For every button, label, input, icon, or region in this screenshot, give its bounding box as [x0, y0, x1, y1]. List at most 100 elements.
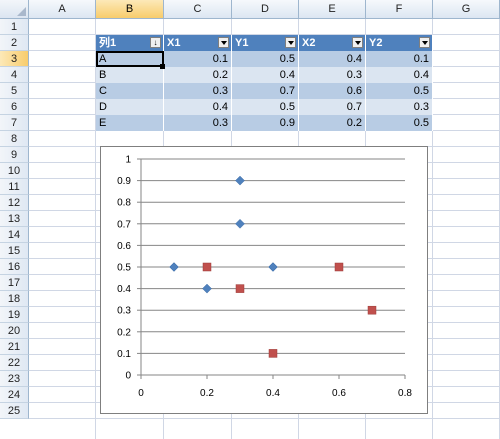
table-cell[interactable]: 0.2	[164, 67, 232, 83]
cell-text: 0.4	[413, 69, 429, 81]
y-tick-label: 0.4	[117, 284, 131, 295]
row-header-16[interactable]: 16	[0, 259, 29, 275]
chart-plot: 0 0.1 0.2 0.3 0.4 0.5 0.6 0.7 0.8 0.9 1 0 0.2 0.4 0.6 0…	[117, 155, 412, 400]
table-cell[interactable]: 0.4	[299, 51, 366, 67]
table-header-cell[interactable]: Y1	[232, 35, 299, 51]
sort-filter-icon[interactable]: ↓	[150, 37, 161, 48]
series-2-point[interactable]	[235, 284, 245, 293]
table-cell[interactable]: D	[96, 99, 164, 115]
fill-handle[interactable]	[160, 64, 165, 69]
table-cell[interactable]: 0.2	[299, 115, 366, 131]
table-cell[interactable]: 0.5	[366, 83, 433, 99]
row-header-9[interactable]: 9	[0, 147, 29, 163]
cell-text: 0.5	[413, 85, 429, 97]
row-header-24[interactable]: 24	[0, 387, 29, 403]
table-row: A 0.1 0.5 0.4 0.1	[96, 51, 433, 67]
table-header-cell[interactable]: X2	[299, 35, 366, 51]
row-header-11[interactable]: 11	[0, 179, 29, 195]
row-header-10[interactable]: 10	[0, 163, 29, 179]
row-header-14[interactable]: 14	[0, 227, 29, 243]
table-row: E 0.3 0.9 0.2 0.5	[96, 115, 433, 131]
series-1-point[interactable]	[235, 218, 245, 229]
column-header-e[interactable]: E	[299, 0, 366, 19]
x-tick-label: 0.4	[266, 388, 280, 399]
table-cell[interactable]: 0.5	[232, 99, 299, 115]
row-header-2[interactable]: 2	[0, 35, 29, 51]
row-header-8[interactable]: 8	[0, 131, 29, 147]
filter-dropdown-icon[interactable]	[218, 37, 229, 48]
column-header-g[interactable]: G	[433, 0, 500, 19]
row-header-22[interactable]: 22	[0, 355, 29, 371]
table-cell[interactable]: 0.5	[366, 115, 433, 131]
row-header-3[interactable]: 3	[0, 51, 29, 67]
table-cell[interactable]: 0.5	[232, 51, 299, 67]
row-header-7[interactable]: 7	[0, 115, 29, 131]
column-header-f[interactable]: F	[366, 0, 433, 19]
series-1-point[interactable]	[169, 262, 179, 272]
series-1-point[interactable]	[268, 262, 278, 272]
series-1-point[interactable]	[202, 283, 212, 294]
row-header-6[interactable]: 6	[0, 99, 29, 115]
table-cell[interactable]: 0.1	[164, 51, 232, 67]
table-cell[interactable]: 0.3	[366, 99, 433, 115]
x-tick-label: 0.2	[200, 388, 214, 399]
row-header-15[interactable]: 15	[0, 243, 29, 259]
table-cell[interactable]: 0.9	[232, 115, 299, 131]
table-cell[interactable]: 0.4	[232, 67, 299, 83]
column-header-a[interactable]: A	[29, 0, 96, 19]
series-2-point[interactable]	[334, 262, 344, 272]
table-cell[interactable]: C	[96, 83, 164, 99]
row-header-19[interactable]: 19	[0, 307, 29, 323]
series-2-point[interactable]	[268, 349, 278, 358]
filter-dropdown-icon[interactable]	[352, 37, 363, 48]
table-cell[interactable]: A	[96, 51, 164, 67]
table-cell[interactable]: 0.3	[164, 83, 232, 99]
table-cell[interactable]: 0.3	[299, 67, 366, 83]
table-cell[interactable]: 0.7	[232, 83, 299, 99]
table-cell[interactable]: 0.3	[164, 115, 232, 131]
scatter-chart[interactable]: 0 0.1 0.2 0.3 0.4 0.5 0.6 0.7 0.8 0.9 1 0 0.2 0.4 0.6 0…	[100, 146, 428, 414]
series-2-point[interactable]	[202, 262, 212, 272]
row-header-20[interactable]: 20	[0, 323, 29, 339]
table-cell[interactable]: 0.1	[366, 51, 433, 67]
row-header-25[interactable]: 25	[0, 403, 29, 419]
x-tick-label: 0.6	[332, 388, 346, 399]
table-cell[interactable]: 0.4	[366, 67, 433, 83]
x-tick-label: 0.8	[398, 388, 412, 399]
row-header-13[interactable]: 13	[0, 211, 29, 227]
table-header-cell[interactable]: Y2	[366, 35, 433, 51]
column-header-b[interactable]: B	[96, 0, 164, 19]
grid-row-line	[29, 34, 500, 35]
cell-text: 0.4	[279, 69, 295, 81]
table-header-cell[interactable]: 列1 ↓	[96, 35, 164, 51]
table-cell[interactable]: 0.6	[299, 83, 366, 99]
filter-dropdown-icon[interactable]	[419, 37, 430, 48]
select-all-corner[interactable]	[0, 0, 29, 19]
table-cell[interactable]: E	[96, 115, 164, 131]
series-1-point[interactable]	[235, 175, 245, 186]
row-header-23[interactable]: 23	[0, 371, 29, 387]
cell-text: 0.9	[279, 117, 295, 129]
row-header-18[interactable]: 18	[0, 291, 29, 307]
row-header-17[interactable]: 17	[0, 275, 29, 291]
table-cell[interactable]: 0.4	[164, 99, 232, 115]
column-header-d[interactable]: D	[232, 0, 299, 19]
column-header-c[interactable]: C	[164, 0, 232, 19]
row-header-12[interactable]: 12	[0, 195, 29, 211]
table-cell[interactable]: B	[96, 67, 164, 83]
cell-text: E	[99, 117, 107, 129]
row-header-5[interactable]: 5	[0, 83, 29, 99]
filter-dropdown-icon[interactable]	[285, 37, 296, 48]
series-2-point[interactable]	[367, 305, 377, 315]
row-header-1[interactable]: 1	[0, 19, 29, 35]
cell-text: C	[99, 85, 107, 97]
y-tick-label: 0.8	[117, 198, 131, 209]
table-header-cell[interactable]: X1	[164, 35, 232, 51]
cell-text: 0.3	[413, 101, 429, 113]
y-tick-label: 0.2	[117, 327, 131, 338]
cell-text: 0.7	[346, 101, 362, 113]
row-header-4[interactable]: 4	[0, 67, 29, 83]
table-cell[interactable]: 0.7	[299, 99, 366, 115]
row-header-21[interactable]: 21	[0, 339, 29, 355]
